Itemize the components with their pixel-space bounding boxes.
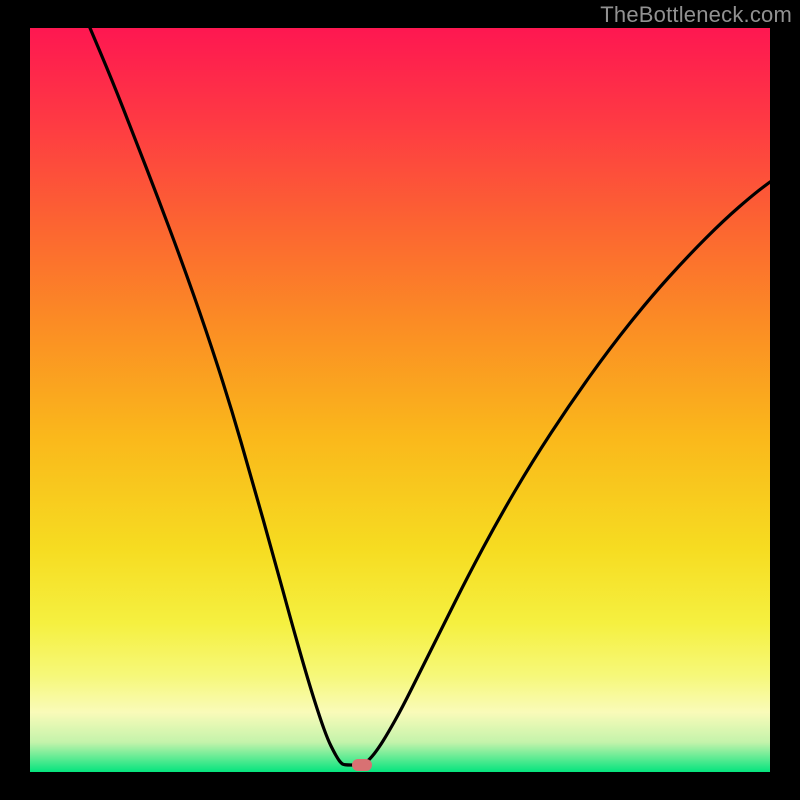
bottleneck-curve — [90, 28, 770, 765]
plot-area — [30, 28, 770, 772]
optimum-marker — [352, 759, 372, 771]
bottleneck-curve-svg — [30, 28, 770, 772]
watermark-text: TheBottleneck.com — [600, 2, 792, 28]
chart-frame: TheBottleneck.com — [0, 0, 800, 800]
